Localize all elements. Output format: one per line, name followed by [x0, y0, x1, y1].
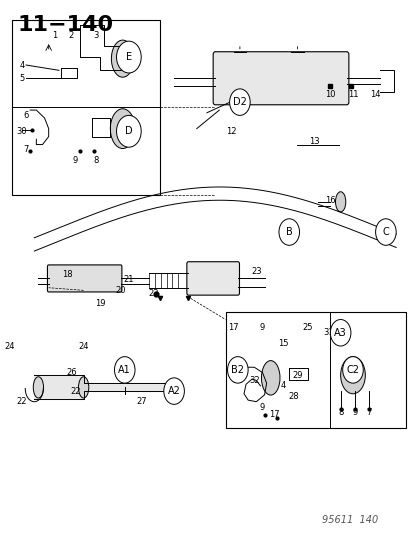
Ellipse shape: [340, 357, 364, 394]
Text: 10: 10: [324, 90, 335, 99]
Circle shape: [227, 357, 247, 383]
Text: 9: 9: [259, 323, 264, 332]
Text: 2: 2: [69, 31, 74, 41]
Text: 26: 26: [66, 368, 76, 377]
Text: 11−140: 11−140: [18, 14, 114, 35]
Text: 1: 1: [52, 31, 57, 41]
Circle shape: [342, 357, 362, 383]
Circle shape: [375, 219, 395, 245]
Ellipse shape: [110, 109, 135, 149]
Text: A1: A1: [118, 365, 131, 375]
Text: 7: 7: [366, 408, 371, 417]
Text: 9: 9: [73, 156, 78, 165]
Text: 21: 21: [123, 275, 134, 284]
Ellipse shape: [335, 192, 345, 212]
Text: C: C: [382, 227, 388, 237]
Text: 29: 29: [292, 370, 302, 379]
Text: 23: 23: [250, 268, 261, 276]
Text: 4: 4: [280, 381, 285, 390]
Text: 12: 12: [226, 127, 236, 136]
Text: 15: 15: [277, 339, 287, 348]
Text: 8: 8: [337, 408, 342, 417]
Circle shape: [330, 319, 350, 346]
Text: E: E: [126, 52, 132, 62]
Ellipse shape: [78, 377, 88, 398]
Text: B: B: [285, 227, 292, 237]
FancyBboxPatch shape: [47, 265, 121, 292]
Text: C: C: [349, 365, 356, 375]
Text: C: C: [382, 227, 388, 237]
Text: B: B: [234, 365, 241, 375]
Text: 16: 16: [324, 196, 335, 205]
Text: 18: 18: [62, 270, 72, 279]
Text: 25: 25: [302, 323, 312, 332]
Text: 95611  140: 95611 140: [321, 515, 377, 525]
Text: 31: 31: [232, 376, 242, 385]
Circle shape: [116, 41, 141, 73]
Text: A: A: [171, 386, 177, 396]
Ellipse shape: [33, 377, 43, 398]
Text: A: A: [337, 328, 343, 338]
Text: B2: B2: [231, 365, 244, 375]
Ellipse shape: [111, 40, 134, 77]
Text: A: A: [121, 365, 128, 375]
FancyBboxPatch shape: [213, 52, 348, 105]
Text: 19: 19: [95, 299, 105, 308]
Text: 24: 24: [78, 342, 89, 351]
Text: 9: 9: [351, 408, 357, 417]
Polygon shape: [34, 375, 174, 399]
Circle shape: [164, 378, 184, 405]
Text: B: B: [285, 227, 292, 237]
Text: 28: 28: [287, 392, 298, 401]
Text: E: E: [126, 52, 132, 62]
Circle shape: [278, 219, 299, 245]
Circle shape: [116, 115, 141, 147]
Text: 22: 22: [17, 397, 27, 406]
Ellipse shape: [261, 361, 279, 395]
FancyBboxPatch shape: [186, 262, 239, 295]
Text: A2: A2: [167, 386, 180, 396]
Text: 9: 9: [259, 402, 264, 411]
Bar: [12, 20, 159, 195]
Text: 22: 22: [148, 288, 159, 297]
Text: 8: 8: [93, 156, 98, 165]
Text: 11: 11: [347, 90, 357, 99]
Text: 32: 32: [248, 376, 259, 385]
Text: D: D: [125, 126, 132, 136]
Text: 13: 13: [308, 138, 318, 147]
Text: 7: 7: [23, 146, 28, 155]
Text: 27: 27: [135, 397, 146, 406]
Text: 24: 24: [5, 342, 15, 351]
Text: D: D: [235, 97, 243, 107]
Circle shape: [229, 89, 249, 115]
Bar: [225, 312, 406, 428]
Text: C2: C2: [346, 365, 358, 375]
Text: 14: 14: [370, 90, 380, 99]
Text: 30: 30: [17, 127, 27, 136]
Text: 5: 5: [19, 74, 24, 83]
Text: D: D: [125, 126, 132, 136]
Circle shape: [114, 357, 135, 383]
Text: 3: 3: [93, 31, 98, 41]
Text: A3: A3: [333, 328, 346, 338]
Text: 22: 22: [70, 386, 81, 395]
Text: 20: 20: [115, 286, 126, 295]
Text: 4: 4: [19, 61, 24, 69]
Text: D2: D2: [233, 97, 246, 107]
Text: 6: 6: [23, 111, 28, 120]
Text: 17: 17: [269, 410, 280, 419]
Text: 17: 17: [228, 323, 238, 332]
Text: 31: 31: [322, 328, 333, 337]
